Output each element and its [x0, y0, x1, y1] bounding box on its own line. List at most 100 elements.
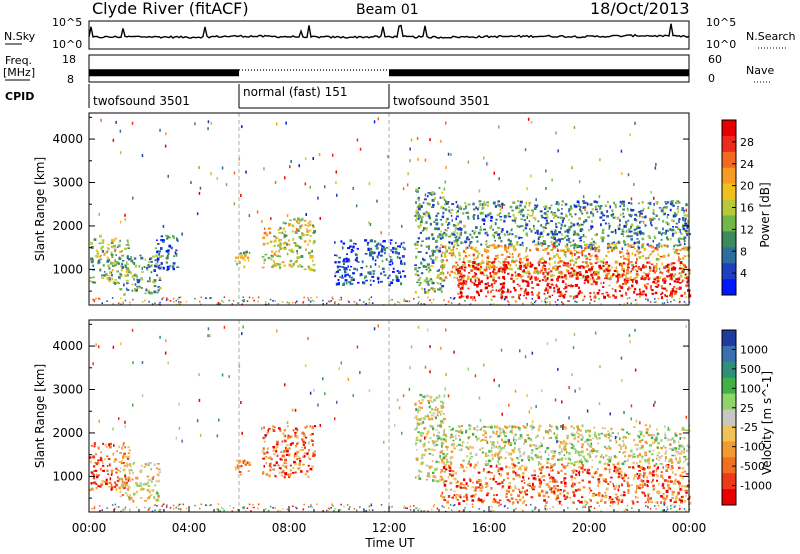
- heatmap-cell: [118, 275, 120, 279]
- heatmap-cell: [592, 271, 595, 274]
- heatmap-cell: [474, 279, 477, 283]
- heatmap-cell: [441, 196, 445, 200]
- heatmap-cell: [421, 218, 423, 221]
- heatmap-cell: [389, 242, 392, 245]
- heatmap-cell: [574, 482, 576, 486]
- heatmap-cell: [418, 207, 421, 211]
- heatmap-cell: [444, 208, 447, 211]
- heatmap-cell: [153, 281, 156, 284]
- heatmap-cell: [549, 302, 551, 305]
- heatmap-cell: [277, 228, 280, 231]
- heatmap-cell: [583, 457, 587, 461]
- heatmap-cell: [563, 254, 567, 256]
- heatmap-cell: [471, 486, 475, 488]
- heatmap-cell: [499, 262, 502, 264]
- heatmap-cell: [234, 260, 237, 263]
- heatmap-cell: [113, 248, 117, 251]
- heatmap-cell: [452, 439, 455, 442]
- heatmap-cell: [518, 450, 521, 454]
- heatmap-cell: [490, 446, 493, 450]
- heatmap-cell: [146, 488, 150, 492]
- heatmap-cell: [428, 245, 430, 248]
- heatmap-cell: [456, 273, 459, 276]
- heatmap-cell: [419, 402, 423, 405]
- heatmap-cell: [620, 462, 623, 465]
- heatmap-cell: [610, 231, 614, 234]
- heatmap-cell: [517, 461, 520, 464]
- heatmap-cell: [455, 211, 458, 214]
- heatmap-cell: [155, 262, 158, 265]
- heatmap-cell: [622, 215, 625, 218]
- heatmap-cell: [430, 257, 432, 260]
- heatmap-cell: [485, 463, 488, 466]
- heatmap-cell: [647, 206, 650, 210]
- heatmap-cell: [564, 457, 567, 460]
- heatmap-cell: [464, 283, 467, 285]
- heatmap-cell: [119, 129, 122, 133]
- heatmap-cell: [556, 470, 559, 473]
- heatmap-cell: [622, 212, 625, 215]
- heatmap-cell: [349, 239, 353, 242]
- heatmap-cell: [684, 276, 687, 279]
- heatmap-cell: [641, 216, 644, 219]
- heatmap-cell: [132, 298, 134, 301]
- heatmap-cell: [570, 225, 573, 228]
- heatmap-cell: [306, 452, 309, 456]
- heatmap-cell: [598, 268, 601, 271]
- heatmap-cell: [636, 484, 639, 488]
- heatmap-cell: [104, 443, 107, 446]
- heatmap-cell: [301, 234, 305, 237]
- heatmap-cell: [623, 435, 625, 438]
- heatmap-cell: [548, 271, 550, 274]
- heatmap-cell: [418, 187, 421, 189]
- heatmap-cell: [460, 281, 463, 284]
- heatmap-cell: [539, 271, 542, 274]
- heatmap-cell: [625, 277, 629, 280]
- heatmap-cell: [614, 229, 617, 232]
- heatmap-cell: [652, 433, 655, 437]
- heatmap-cell: [294, 471, 297, 474]
- heatmap-cell: [688, 294, 692, 298]
- heatmap-cell: [665, 244, 668, 247]
- heatmap-cell: [587, 442, 590, 446]
- heatmap-cell: [303, 432, 305, 435]
- heatmap-cell: [564, 286, 568, 289]
- heatmap-cell: [527, 270, 530, 273]
- heatmap-cell: [517, 273, 520, 275]
- heatmap-cell: [557, 275, 560, 279]
- heatmap-cell: [621, 477, 624, 480]
- heatmap-cell: [450, 253, 454, 257]
- heatmap-cell: [519, 265, 522, 267]
- heatmap-cell: [650, 245, 654, 248]
- heatmap-cell: [528, 220, 531, 222]
- heatmap-cell: [585, 459, 589, 463]
- heatmap-cell: [591, 451, 594, 454]
- heatmap-cell: [556, 439, 560, 443]
- heatmap-cell: [485, 249, 489, 251]
- heatmap-cell: [683, 429, 686, 431]
- heatmap-cell: [434, 197, 436, 200]
- heatmap-cell: [264, 303, 267, 306]
- heatmap-cell: [124, 473, 126, 476]
- heatmap-cell: [570, 215, 574, 218]
- heatmap-cell: [623, 443, 625, 446]
- heatmap-cell: [443, 433, 446, 436]
- heatmap-cell: [297, 221, 300, 225]
- heatmap-cell: [639, 291, 642, 295]
- heatmap-cell: [438, 187, 441, 189]
- heatmap-cell: [525, 201, 527, 205]
- heatmap-cell: [292, 250, 295, 254]
- heatmap-cell: [616, 462, 620, 465]
- heatmap-cell: [110, 442, 112, 445]
- heatmap-cell: [624, 472, 626, 475]
- heatmap-cell: [433, 434, 435, 436]
- heatmap-cell: [140, 287, 143, 289]
- heatmap-cell: [145, 288, 148, 292]
- heatmap-cell: [496, 271, 499, 274]
- heatmap-cell: [442, 466, 446, 469]
- heatmap-cell: [267, 457, 270, 459]
- heatmap-cell: [667, 269, 669, 272]
- heatmap-cell: [279, 457, 282, 460]
- heatmap-cell: [441, 191, 444, 194]
- heatmap-cell: [640, 433, 643, 436]
